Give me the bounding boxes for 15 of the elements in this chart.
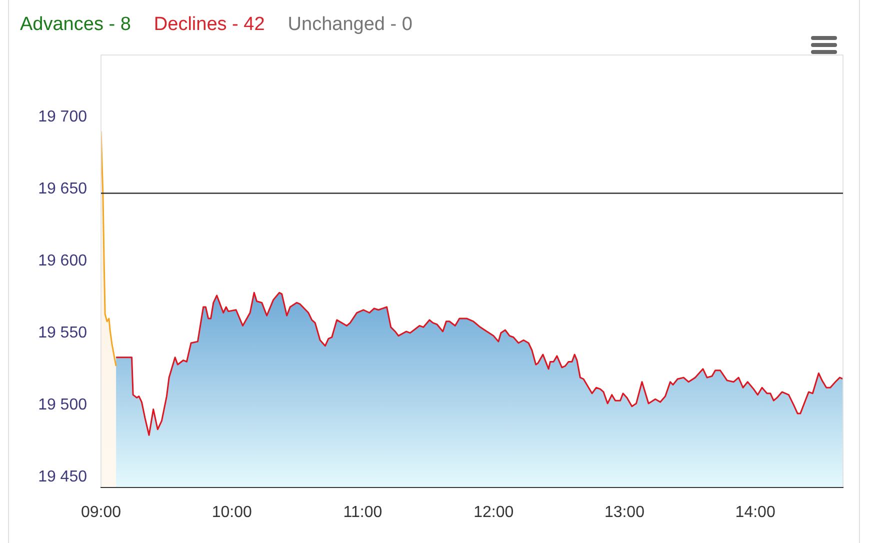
x-tick-label: 13:00	[604, 504, 645, 522]
x-tick-label: 10:00	[212, 504, 252, 522]
y-tick-label: 19 650	[38, 180, 88, 198]
text: Advances - 8	[20, 14, 131, 35]
x-tick-label: 12:00	[474, 504, 514, 522]
y-tick-label: 19 600	[38, 252, 88, 270]
y-tick-label: 19 450	[38, 468, 88, 486]
text: Unchanged - 0	[288, 14, 412, 35]
y-tick-label: 19 700	[38, 108, 88, 126]
x-tick-label: 11:00	[343, 504, 382, 522]
text: Declines - 42	[154, 14, 265, 35]
y-tick-label: 19 550	[38, 324, 88, 342]
x-tick-label: 14:00	[735, 504, 776, 522]
x-tick-label: 09:00	[80, 504, 122, 522]
y-tick-label: 19 500	[38, 396, 88, 414]
